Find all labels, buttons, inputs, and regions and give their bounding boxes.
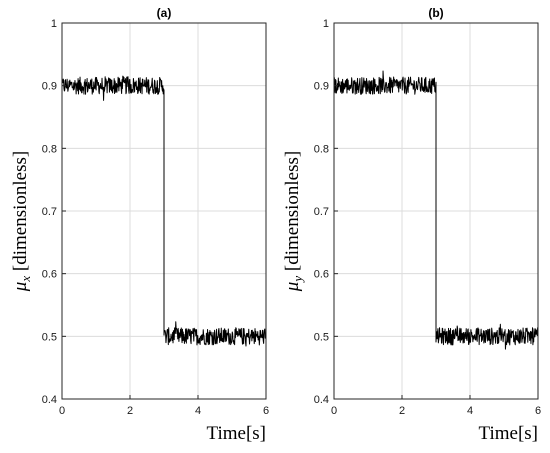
chart-title: (b) bbox=[428, 6, 443, 20]
y-tick-label: 0.4 bbox=[42, 394, 57, 406]
chart-title: (a) bbox=[157, 6, 172, 20]
data-series-line bbox=[333, 70, 539, 350]
y-tick-label: 1 bbox=[323, 18, 329, 30]
y-tick-label: 0.7 bbox=[42, 206, 57, 218]
y-tick-label: 0.6 bbox=[314, 269, 329, 281]
y-tick-label: 0.6 bbox=[42, 269, 57, 281]
y-tick-label: 0.4 bbox=[314, 394, 329, 406]
y-axis-label-subscript: x bbox=[18, 276, 33, 283]
y-axis-label-var: μ bbox=[10, 282, 31, 293]
y-tick-label: 0.8 bbox=[314, 143, 329, 155]
y-tick-label: 0.5 bbox=[314, 331, 329, 343]
chart-panel-a: 0 2 4 6 0.4 0.5 0.6 0.7 0.8 0.9 1 (a) Time[s] μx [dim… bbox=[10, 6, 269, 444]
y-tick-label: 0.5 bbox=[42, 331, 57, 343]
y-axis-label: μy [dimensionless] bbox=[282, 151, 305, 292]
x-tick-label: 4 bbox=[195, 405, 201, 417]
x-tick-label: 2 bbox=[399, 405, 405, 417]
y-tick-label: 0.7 bbox=[314, 206, 329, 218]
chart-panel-b: 0 2 4 6 0.4 0.5 0.6 0.7 0.8 0.9 1 (b) Time[s] μy [dim… bbox=[282, 6, 541, 444]
y-tick-label: 0.8 bbox=[42, 143, 57, 155]
data-series-line bbox=[61, 75, 267, 347]
y-axis-label-unit: [dimensionless] bbox=[282, 151, 303, 276]
y-tick-label: 1 bbox=[51, 18, 57, 30]
x-axis-label: Time[s] bbox=[207, 423, 266, 444]
y-axis-label-subscript: y bbox=[290, 276, 305, 284]
y-tick-label: 0.9 bbox=[42, 81, 57, 93]
y-axis-label-var: μ bbox=[282, 282, 303, 293]
x-tick-label: 0 bbox=[331, 405, 337, 417]
x-tick-label: 6 bbox=[535, 405, 541, 417]
x-tick-label: 2 bbox=[127, 405, 133, 417]
x-axis-label: Time[s] bbox=[479, 423, 538, 444]
y-axis-label: μx [dimensionless] bbox=[10, 151, 33, 292]
x-tick-label: 4 bbox=[467, 405, 473, 417]
x-tick-label: 0 bbox=[59, 405, 65, 417]
y-tick-label: 0.9 bbox=[314, 81, 329, 93]
x-tick-label: 6 bbox=[263, 405, 269, 417]
y-axis-label-unit: [dimensionless] bbox=[10, 151, 31, 276]
